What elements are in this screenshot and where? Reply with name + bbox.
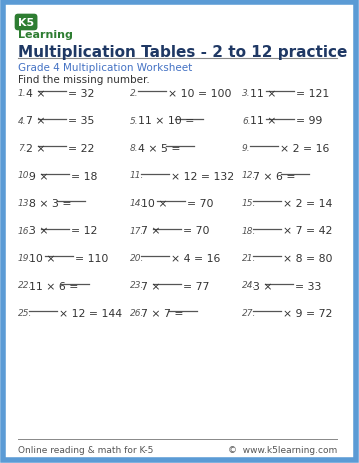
Text: 8 × 3 =: 8 × 3 = — [29, 199, 71, 208]
Text: 4 ×: 4 × — [26, 89, 46, 99]
Text: × 7 = 42: × 7 = 42 — [283, 226, 332, 236]
Text: = 99: = 99 — [296, 116, 323, 126]
Text: 7 × 7 =: 7 × 7 = — [141, 308, 183, 319]
Text: 7 ×: 7 × — [141, 226, 160, 236]
Text: 20.: 20. — [130, 253, 144, 263]
Text: 13.: 13. — [18, 199, 32, 207]
Text: 7 × 6 =: 7 × 6 = — [253, 171, 295, 181]
Text: 26.: 26. — [130, 308, 144, 317]
Text: × 9 = 72: × 9 = 72 — [283, 308, 332, 319]
Text: 18.: 18. — [242, 226, 256, 235]
Text: 9 ×: 9 × — [29, 171, 48, 181]
Text: 23.: 23. — [130, 281, 144, 290]
Text: × 4 = 16: × 4 = 16 — [171, 253, 220, 263]
Text: 10 ×: 10 × — [141, 199, 168, 208]
Text: 14.: 14. — [130, 199, 144, 207]
Text: = 70: = 70 — [183, 226, 210, 236]
Text: 11 × 10 =: 11 × 10 = — [138, 116, 194, 126]
Text: 9.: 9. — [242, 144, 251, 153]
Text: 16.: 16. — [18, 226, 32, 235]
Text: 6.: 6. — [242, 116, 251, 125]
Text: = 121: = 121 — [296, 89, 330, 99]
Text: Grade 4 Multiplication Worksheet: Grade 4 Multiplication Worksheet — [18, 63, 192, 73]
Text: 11 ×: 11 × — [250, 89, 276, 99]
Text: 7 ×: 7 × — [141, 281, 160, 291]
Text: 4 × 5 =: 4 × 5 = — [138, 144, 181, 154]
Text: 3 ×: 3 × — [29, 226, 48, 236]
Text: 19.: 19. — [18, 253, 32, 263]
Text: Multiplication Tables - 2 to 12 practice: Multiplication Tables - 2 to 12 practice — [18, 45, 348, 60]
Text: K5: K5 — [18, 18, 34, 28]
Text: 25.: 25. — [18, 308, 32, 317]
Text: 15.: 15. — [242, 199, 256, 207]
Text: 17.: 17. — [130, 226, 144, 235]
Text: × 10 = 100: × 10 = 100 — [168, 89, 232, 99]
Text: 4.: 4. — [18, 116, 27, 125]
Text: × 8 = 80: × 8 = 80 — [283, 253, 332, 263]
Text: 24.: 24. — [242, 281, 256, 290]
Text: 7 ×: 7 × — [26, 116, 46, 126]
Text: Learning: Learning — [18, 30, 73, 40]
Text: = 22: = 22 — [68, 144, 94, 154]
Text: 3 ×: 3 × — [253, 281, 272, 291]
Text: Online reading & math for K-5: Online reading & math for K-5 — [18, 445, 153, 454]
Text: 11.: 11. — [130, 171, 144, 180]
Text: 8.: 8. — [130, 144, 139, 153]
Text: 10.: 10. — [18, 171, 32, 180]
Text: × 12 = 132: × 12 = 132 — [171, 171, 234, 181]
Text: = 32: = 32 — [68, 89, 94, 99]
Text: = 33: = 33 — [295, 281, 322, 291]
Text: 5.: 5. — [130, 116, 139, 125]
Text: 10 ×: 10 × — [29, 253, 56, 263]
FancyBboxPatch shape — [3, 3, 356, 460]
Text: = 77: = 77 — [183, 281, 210, 291]
Text: 2 ×: 2 × — [26, 144, 46, 154]
Text: = 70: = 70 — [187, 199, 214, 208]
Text: 12.: 12. — [242, 171, 256, 180]
Text: 27.: 27. — [242, 308, 256, 317]
Text: Find the missing number.: Find the missing number. — [18, 75, 150, 85]
Text: 11 ×: 11 × — [250, 116, 276, 126]
Text: = 35: = 35 — [68, 116, 94, 126]
Text: = 18: = 18 — [71, 171, 98, 181]
Text: = 12: = 12 — [71, 226, 98, 236]
Text: 11 × 6 =: 11 × 6 = — [29, 281, 78, 291]
Text: 7.: 7. — [18, 144, 27, 153]
Text: = 110: = 110 — [75, 253, 109, 263]
Text: × 2 = 16: × 2 = 16 — [280, 144, 329, 154]
Text: 2.: 2. — [130, 89, 139, 98]
Text: × 12 = 144: × 12 = 144 — [59, 308, 122, 319]
Text: 22.: 22. — [18, 281, 32, 290]
Text: 21.: 21. — [242, 253, 256, 263]
Text: × 2 = 14: × 2 = 14 — [283, 199, 332, 208]
Text: 3.: 3. — [242, 89, 251, 98]
Text: ©  www.k5learning.com: © www.k5learning.com — [228, 445, 337, 454]
Text: 1.: 1. — [18, 89, 27, 98]
